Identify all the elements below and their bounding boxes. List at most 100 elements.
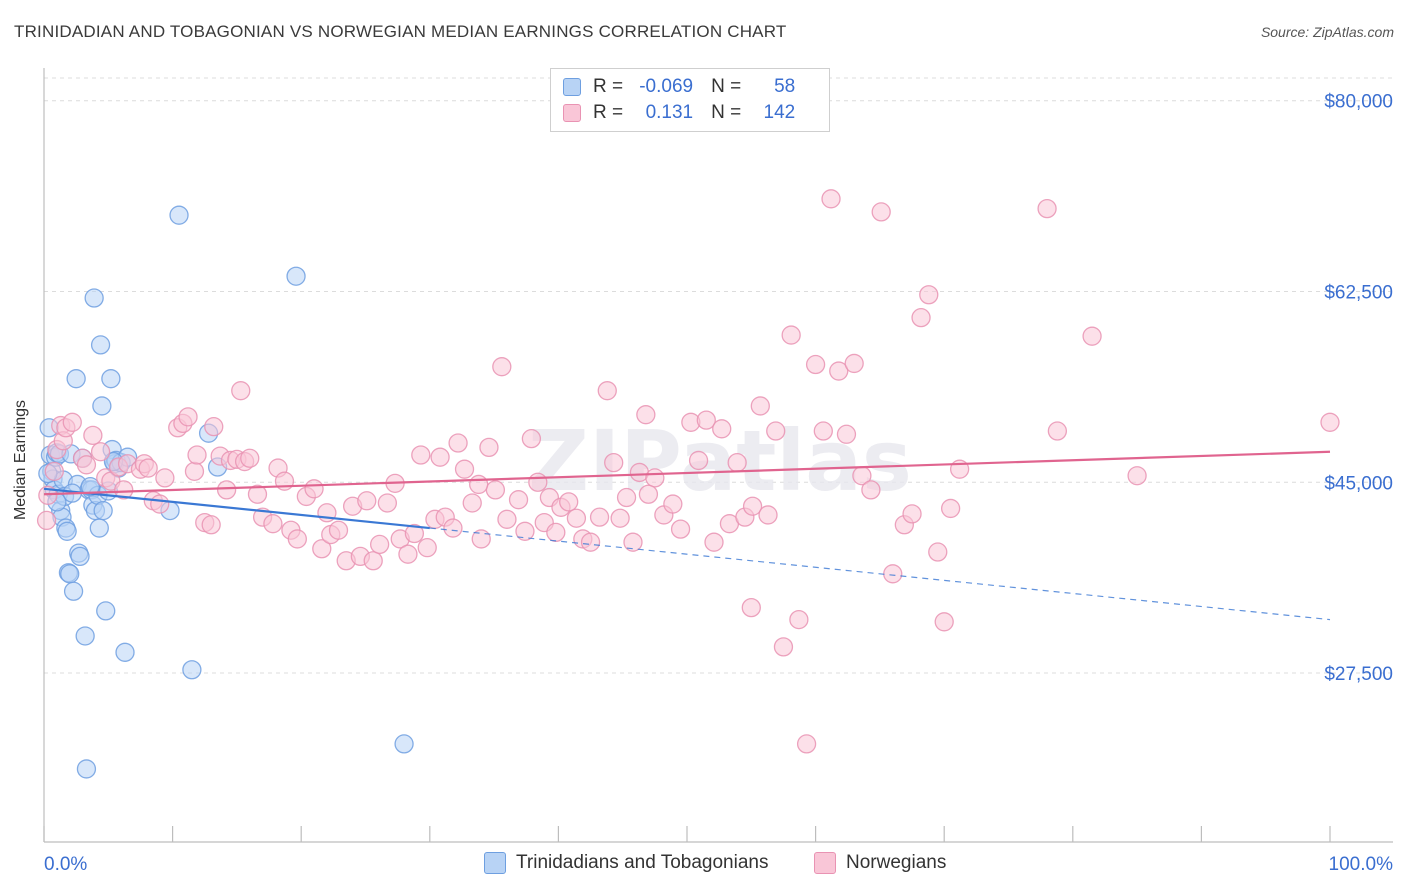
- norwegian-point: [263, 514, 283, 534]
- trinidadian-point: [76, 759, 97, 779]
- norwegian-point: [398, 544, 418, 564]
- stats-row-norwegian: R = 0.131 N = 142: [563, 102, 795, 124]
- norwegian-point: [90, 442, 111, 462]
- legend-swatch-trinidadian: [484, 852, 506, 874]
- norwegian-point: [616, 487, 637, 508]
- norwegian-point: [758, 505, 778, 525]
- trinidadian-point: [90, 335, 111, 355]
- trinidadian-point: [93, 500, 113, 521]
- correlation-stats-box: R = -0.069 N = 58 R = 0.131 N = 142: [550, 68, 830, 132]
- norwegian-point: [138, 458, 158, 478]
- y-tick-label: $62,500: [1324, 282, 1393, 303]
- norwegian-point: [304, 479, 324, 499]
- norwegian-point: [448, 433, 468, 453]
- n-value: 58: [774, 76, 796, 97]
- norwegian-point: [515, 521, 535, 541]
- norwegian-point: [546, 522, 566, 543]
- trinidadian-point: [96, 601, 116, 621]
- r-label: R =: [593, 76, 624, 97]
- trinidadian-point: [80, 476, 100, 497]
- n-label: N =: [711, 76, 742, 97]
- norwegian-point: [1127, 466, 1147, 486]
- norwegian-point: [155, 468, 175, 488]
- norwegian-point: [663, 494, 683, 514]
- norwegian-point: [928, 542, 948, 562]
- norwegian-point: [38, 485, 58, 505]
- norwegian-point: [497, 509, 517, 529]
- stats-swatch-trinidadian: [563, 78, 581, 96]
- trinidadian-point: [66, 369, 86, 389]
- y-tick-label: $80,000: [1324, 92, 1393, 113]
- norwegian-point: [623, 532, 643, 552]
- trinidadian-point: [169, 205, 189, 225]
- norwegian-point: [934, 612, 954, 632]
- norwegian-point: [727, 452, 747, 473]
- norwegian-point: [805, 354, 826, 375]
- norwegian-point: [404, 523, 425, 544]
- norwegian-point: [521, 428, 542, 449]
- norwegian-point: [940, 498, 961, 519]
- norwegian-point: [443, 518, 463, 538]
- norwegian-point: [861, 480, 881, 500]
- norwegian-point: [363, 551, 383, 571]
- norwegian-point: [750, 396, 770, 416]
- norwegian-point: [528, 472, 548, 492]
- legend-label-trinidadian: Trinidadians and Tobagonians: [516, 852, 769, 873]
- norwegian-point: [597, 381, 617, 401]
- n-value: 142: [763, 102, 796, 123]
- norwegian-point: [589, 507, 610, 527]
- norwegian-point: [604, 452, 624, 473]
- norwegian-point: [178, 407, 198, 427]
- norwegian-point: [813, 421, 833, 441]
- norwegian-point: [411, 445, 431, 465]
- norwegian-point: [508, 490, 529, 510]
- stats-swatch-norwegian: [563, 104, 581, 122]
- trinidadian-point: [89, 518, 109, 538]
- norwegian-point: [566, 508, 587, 528]
- norwegian-point: [696, 410, 716, 430]
- x-tick-label-max: 100.0%: [1329, 854, 1394, 875]
- norwegian-point: [471, 529, 491, 549]
- n-label: N =: [711, 102, 742, 123]
- trinidadian-point: [115, 642, 135, 662]
- trinidadian-point: [182, 660, 202, 680]
- norwegian-point: [83, 425, 103, 446]
- norwegian-point: [430, 447, 450, 467]
- legend-item-norwegian[interactable]: Norwegians: [814, 852, 946, 874]
- trinidadian-point: [101, 369, 121, 389]
- norwegian-point: [1082, 326, 1102, 346]
- norwegian-point: [1320, 412, 1340, 432]
- norwegian-point: [247, 484, 268, 504]
- norwegian-point: [287, 529, 307, 549]
- norwegian-point: [902, 504, 922, 524]
- norwegian-point: [187, 445, 207, 465]
- norwegian-point: [62, 412, 82, 432]
- norwegian-point: [201, 515, 221, 535]
- norwegian-point: [829, 361, 849, 381]
- trinidadian-point: [394, 734, 414, 754]
- x-tick-label-min: 0.0%: [44, 854, 87, 875]
- legend-item-trinidadian[interactable]: Trinidadians and Tobagonians: [484, 852, 768, 874]
- norwegian-point: [636, 405, 656, 425]
- trinidadian-trend-extension: [429, 527, 1331, 621]
- norwegian-point: [377, 493, 398, 513]
- stats-row-trinidadian: R = -0.069 N = 58: [563, 76, 795, 98]
- norwegian-point: [836, 424, 857, 444]
- norwegian-point: [469, 474, 489, 495]
- trinidadian-trend-line: [43, 487, 430, 530]
- norwegian-point: [76, 455, 97, 475]
- norwegian-point: [741, 597, 761, 618]
- norwegian-point: [357, 491, 377, 511]
- chart-title: TRINIDADIAN AND TOBAGONIAN VS NORWEGIAN …: [14, 22, 787, 41]
- chart-legend: Trinidadians and Tobagonians Norwegians: [0, 852, 1406, 876]
- y-tick-label: $27,500: [1324, 664, 1393, 685]
- norwegian-point: [114, 480, 134, 500]
- norwegian-point: [312, 539, 332, 559]
- norwegian-point: [712, 419, 732, 439]
- trinidadian-point: [286, 266, 306, 286]
- legend-swatch-norwegian: [814, 852, 836, 874]
- trinidadian-point: [75, 626, 95, 646]
- norwegian-point: [580, 532, 601, 552]
- norwegian-point: [492, 357, 512, 377]
